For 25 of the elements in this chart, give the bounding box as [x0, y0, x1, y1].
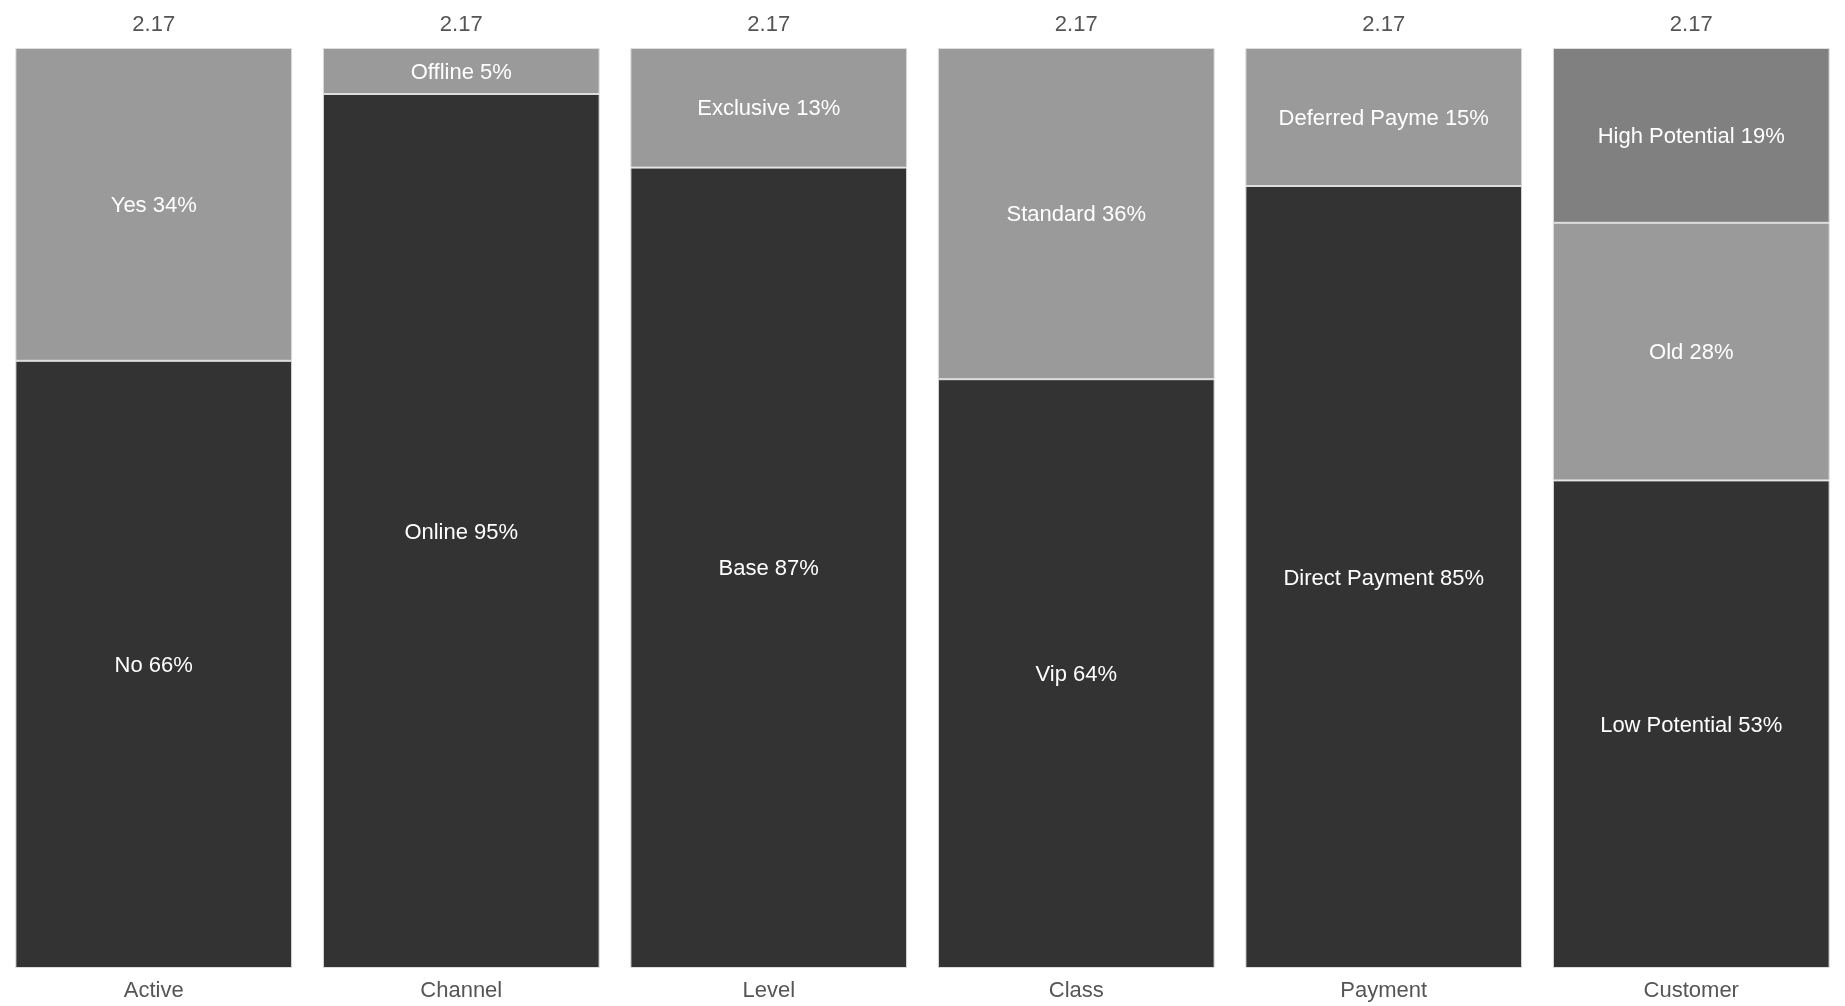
data-label: No 66% [114, 651, 193, 677]
data-label: Low Potential 53% [1600, 711, 1783, 737]
x-tick-label: Class [1048, 976, 1104, 1002]
data-label: Offline 5% [410, 58, 512, 84]
data-label: Exclusive 13% [697, 95, 841, 121]
x-tick-label: Customer [1643, 976, 1739, 1002]
text: 2.17 [439, 10, 483, 36]
data-label: Base 87% [718, 555, 819, 581]
text: 2.17 [1669, 10, 1713, 36]
data-label: Vip 64% [1035, 661, 1118, 687]
data-label: Yes 34% [110, 191, 197, 217]
data-label: Standard 36% [1006, 201, 1146, 227]
data-label: High Potential 19% [1597, 122, 1785, 148]
data-label: Deferred Payme 15% [1278, 104, 1489, 130]
text: 2.17 [1362, 10, 1406, 36]
text: 2.17 [132, 10, 176, 36]
x-tick-label: Channel [420, 976, 503, 1002]
data-label: Old 28% [1649, 339, 1734, 365]
text: 2.17 [1054, 10, 1098, 36]
data-label: Direct Payment 85% [1283, 564, 1485, 590]
x-tick-label: Level [742, 976, 796, 1002]
text: 2.17 [747, 10, 791, 36]
data-label: Online 95% [404, 518, 519, 544]
x-tick-label: Active [123, 976, 184, 1002]
x-tick-label: Payment [1340, 976, 1428, 1002]
